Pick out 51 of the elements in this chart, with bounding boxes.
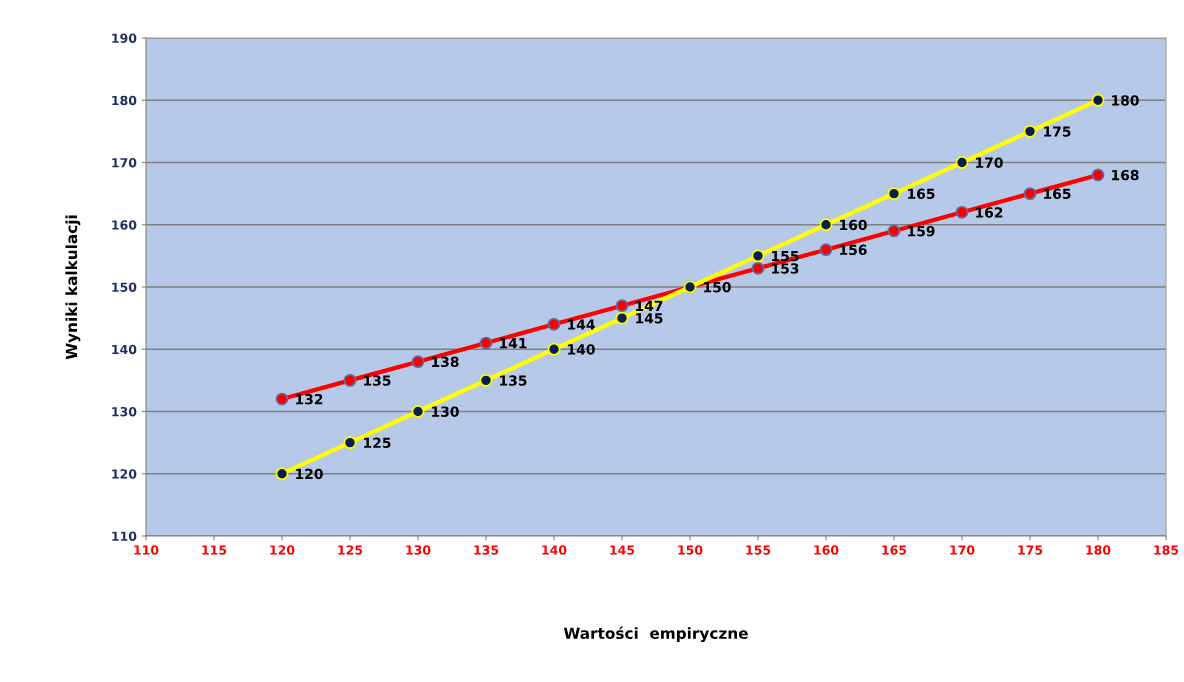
x-tick-label: 175: [1018, 545, 1043, 555]
y-tick-label: 130: [112, 406, 137, 417]
data-label: 130: [432, 406, 459, 417]
x-tick-label: 120: [270, 545, 295, 555]
x-tick-label: 170: [950, 545, 975, 555]
data-label: 159: [908, 225, 935, 237]
y-axis-title: Wyniki kalkulacji: [65, 215, 81, 360]
y-tick-label: 150: [112, 282, 137, 292]
data-label: 165: [1044, 188, 1071, 200]
data-label: 145: [636, 313, 663, 324]
data-label: 144: [568, 319, 595, 330]
data-label: 138: [432, 356, 459, 368]
x-tick-label: 130: [406, 545, 431, 555]
x-axis-title: Wartości empiryczne: [563, 626, 748, 643]
x-tick-label: 160: [814, 545, 839, 555]
x-tick-label: 135: [474, 545, 499, 555]
data-label: 156: [840, 244, 867, 256]
x-tick-label: 140: [542, 545, 567, 555]
data-label: 120: [296, 468, 323, 480]
x-tick-label: 165: [882, 545, 907, 555]
data-label: 165: [908, 188, 935, 200]
y-tick-label: 140: [112, 344, 137, 355]
x-tick-label: 185: [1154, 545, 1179, 555]
data-label: 168: [1112, 169, 1139, 181]
data-label: 155: [772, 250, 799, 262]
data-label: 170: [976, 157, 1003, 168]
data-label: 175: [1044, 126, 1071, 137]
x-tick-label: 150: [678, 545, 703, 555]
data-label: 135: [500, 375, 527, 386]
y-tick-label: 180: [112, 95, 137, 106]
data-label: 180: [1112, 95, 1139, 106]
x-tick-label: 155: [746, 545, 771, 555]
data-label: 153: [772, 263, 799, 274]
x-tick-label: 180: [1086, 545, 1111, 555]
data-label: 140: [568, 344, 595, 355]
x-tick-label: 145: [610, 545, 635, 555]
y-tick-label: 120: [112, 469, 137, 479]
x-tick-label: 110: [134, 545, 159, 555]
data-label: 125: [364, 437, 391, 449]
data-label: 162: [976, 207, 1003, 218]
y-tick-label: 110: [112, 531, 137, 541]
y-tick-label: 170: [112, 157, 137, 168]
y-tick-label: 190: [112, 33, 137, 43]
data-label: 150: [704, 281, 731, 293]
data-label: 135: [364, 375, 391, 386]
data-label: 160: [840, 219, 867, 231]
data-label: 132: [296, 393, 323, 405]
x-tick-label: 115: [202, 545, 227, 555]
data-label: 141: [500, 338, 527, 349]
y-tick-label: 160: [112, 220, 137, 230]
x-tick-label: 125: [338, 545, 363, 555]
